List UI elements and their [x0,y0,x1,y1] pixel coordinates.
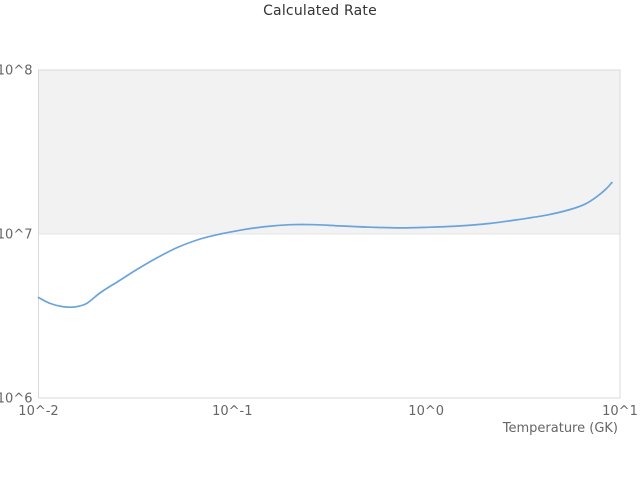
alternate-grid-band [38,70,620,234]
y-tick-label: 10^7 [0,228,33,243]
x-axis-title: Temperature (GK) [502,421,618,436]
x-tick-label: 10^1 [602,404,638,419]
plot-border [38,69,621,399]
x-tick-label: 10^-1 [212,404,252,419]
x-tick-label: 10^0 [408,404,444,419]
x-tick-label: 10^-2 [18,404,58,419]
y-tick-label: 10^6 [0,392,33,407]
chart-title: Calculated Rate [263,3,377,19]
y-tick-label: 10^8 [0,64,33,79]
rate-line [37,181,613,309]
